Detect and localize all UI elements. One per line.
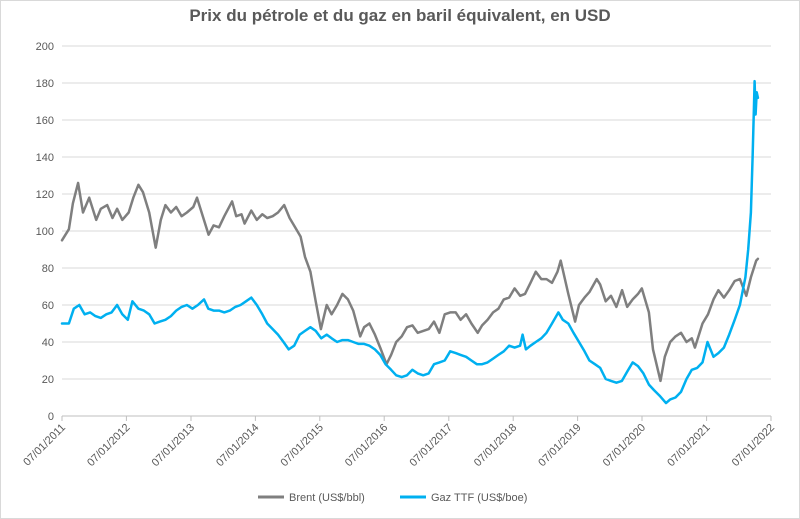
series-line-gaz-ttf [60, 79, 760, 405]
grid-lines [62, 45, 771, 380]
chart-title: Prix du pétrole et du gaz en baril équiv… [189, 6, 611, 25]
y-tick-label: 0 [48, 411, 54, 423]
y-tick-label: 20 [42, 374, 54, 386]
y-tick-label: 60 [42, 300, 54, 312]
legend-label: Brent (US$/bbl) [289, 492, 365, 504]
x-tick-label: 07/01/2017 [407, 422, 454, 469]
y-tick-label: 80 [42, 263, 54, 275]
y-tick-label: 40 [42, 337, 54, 349]
x-tick-label: 07/01/2022 [730, 422, 777, 469]
y-tick-label: 120 [36, 189, 54, 201]
x-tick-label: 07/01/2016 [343, 422, 390, 469]
x-tick-label: 07/01/2013 [150, 422, 197, 469]
y-tick-label: 100 [36, 226, 54, 238]
series-line-brent [60, 181, 760, 383]
x-tick-label: 07/01/2012 [85, 422, 132, 469]
x-tick-label: 07/01/2014 [214, 422, 261, 469]
axes: 0 20 40 60 80 100 120 140 160 180 200 07/01/2011 07/… [21, 41, 777, 469]
legend: Brent (US$/bbl) Gaz TTF (US$/boe) [258, 492, 527, 504]
x-tick-label: 07/01/2018 [472, 422, 519, 469]
x-tick-label: 07/01/2021 [665, 422, 712, 469]
y-tick-label: 180 [36, 78, 54, 90]
y-tick-label: 160 [36, 115, 54, 127]
x-tick-label: 07/01/2015 [279, 422, 326, 469]
y-tick-label: 140 [36, 152, 54, 164]
x-tick-label: 07/01/2011 [21, 422, 68, 469]
series-lines [60, 79, 760, 405]
y-tick-label: 200 [36, 41, 54, 53]
x-tick-label: 07/01/2019 [536, 422, 583, 469]
x-tick-label: 07/01/2020 [601, 422, 648, 469]
legend-label: Gaz TTF (US$/boe) [431, 492, 527, 504]
